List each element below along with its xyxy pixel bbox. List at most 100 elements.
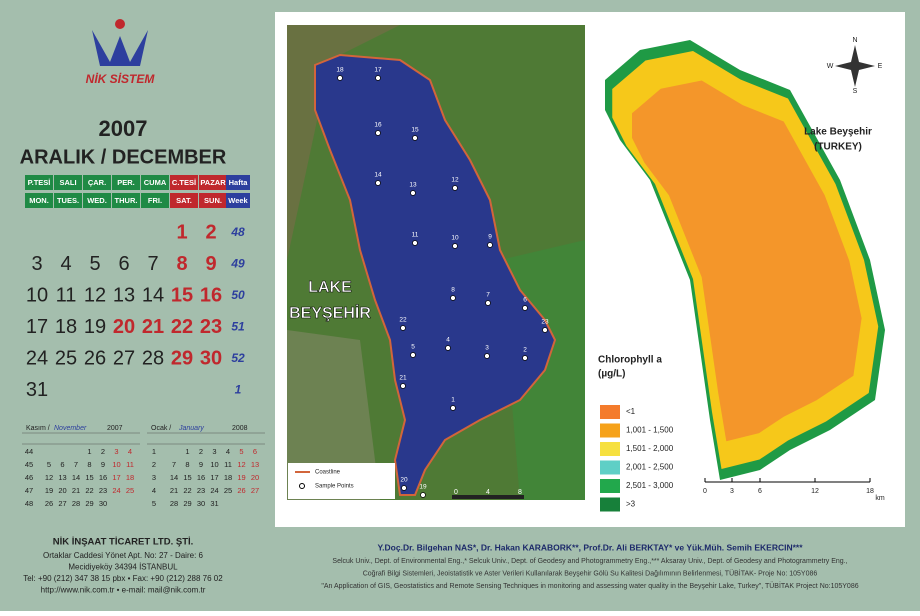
sample-label: 3 (485, 345, 489, 352)
sample-label: 14 (374, 172, 382, 179)
mini-day: 11 (126, 460, 134, 469)
scale-label: 6 (758, 488, 762, 495)
day: 1 (176, 221, 187, 243)
credits-line: Coğrafi Bilgi Sistemleri, Jeoistatistik … (363, 568, 818, 577)
mini-day: 6 (60, 460, 64, 469)
sample-label: 4 (446, 337, 450, 344)
day: 2 (205, 221, 216, 243)
day: 18 (55, 316, 77, 338)
mini-month: January (178, 425, 204, 432)
day: 6 (118, 253, 129, 275)
mini-year: 2008 (232, 425, 248, 432)
mini-day: 16 (99, 473, 107, 482)
mini-week: 47 (25, 486, 33, 495)
sample-label: 23 (541, 319, 549, 326)
mini-day: 21 (72, 486, 80, 495)
sample-label: 16 (374, 122, 382, 129)
day: 29 (171, 347, 193, 369)
day: 31 (26, 379, 48, 401)
mini-day: 1 (87, 447, 91, 456)
credits-line: "An Application of GIS, Geostatistics an… (321, 581, 858, 590)
legend-swatch (600, 423, 620, 438)
logo (92, 19, 148, 66)
day: 21 (142, 316, 164, 338)
mini-day: 6 (253, 447, 257, 456)
sample-point (400, 325, 406, 331)
mini-day: 3 (114, 447, 118, 456)
mini-day: 20 (251, 473, 259, 482)
week-number: 50 (231, 288, 245, 302)
legend-swatch (600, 479, 620, 493)
mini-day: 3 (212, 447, 216, 456)
scale-label: 0 (703, 488, 707, 495)
credits-line: Selcuk Univ., Dept. of Environmental Eng… (332, 558, 847, 565)
sample-point (452, 185, 458, 191)
mini-day: 8 (185, 460, 189, 469)
sample-point (410, 190, 416, 196)
mini-week: 5 (152, 499, 156, 508)
legend-label: 1,001 - 1,500 (626, 426, 674, 435)
weekday-tr: PAZAR (200, 178, 226, 187)
mini-day: 20 (58, 486, 66, 495)
sample-point (487, 242, 493, 248)
sample-point (375, 130, 381, 136)
mini-day: 12 (45, 473, 53, 482)
sample-point (412, 240, 418, 246)
lake-label: BEYŞEHİR (289, 304, 371, 322)
weekday-en: MON. (29, 196, 49, 205)
sample-label: 1 (451, 397, 455, 404)
company-line: Ortaklar Caddesi Yönet Apt. No: 27 - Dai… (43, 551, 203, 560)
sample-point (412, 135, 418, 141)
weekday-en: SAT. (176, 196, 192, 205)
day: 12 (84, 284, 106, 306)
week-box (226, 175, 250, 190)
mini-day: 13 (251, 460, 259, 469)
scale-label: 0 (454, 489, 458, 496)
sample-label: 15 (411, 127, 419, 134)
mini-day: 25 (224, 486, 232, 495)
sample-label: 11 (412, 232, 419, 239)
company-line: http://www.nik.com.tr • e-mail: mail@nik… (41, 586, 206, 595)
weekday-tr: SALI (59, 178, 76, 187)
weekday-box (83, 193, 111, 208)
day: 24 (26, 347, 48, 369)
mini-day: 16 (197, 473, 205, 482)
mini-day: 23 (197, 486, 205, 495)
mini-week: 3 (152, 473, 156, 482)
mini-day: 7 (74, 460, 78, 469)
weekday-box (141, 193, 169, 208)
weekday-box (199, 193, 227, 208)
weekday-box (199, 175, 227, 190)
day: 8 (176, 253, 187, 275)
day: 3 (31, 253, 42, 275)
mini-day: 21 (170, 486, 178, 495)
mini-day: 19 (45, 486, 53, 495)
sample-point (410, 352, 416, 358)
mini-day: 29 (85, 499, 93, 508)
weekday-box (112, 193, 140, 208)
lake-label: LAKE (308, 279, 352, 296)
compass-label: N (852, 37, 857, 44)
mini-day: 19 (237, 473, 245, 482)
sample-point (337, 75, 343, 81)
mini-week: 45 (25, 460, 33, 469)
mini-month: Kasım / (26, 425, 50, 432)
day: 16 (200, 284, 222, 306)
day: 22 (171, 316, 193, 338)
scale-unit: km (875, 495, 885, 502)
legend-title: (µg/L) (598, 369, 625, 380)
weekday-tr: CUMA (144, 178, 167, 187)
mini-day: 10 (210, 460, 218, 469)
mini-week: 4 (152, 486, 156, 495)
sample-label: 2 (523, 347, 527, 354)
mini-day: 31 (210, 499, 218, 508)
mini-day: 14 (170, 473, 178, 482)
mini-day: 8 (87, 460, 91, 469)
mini-day: 2 (199, 447, 203, 456)
scale-label: 3 (730, 488, 734, 495)
compass-label: S (853, 88, 858, 95)
day: 5 (89, 253, 100, 275)
day: 15 (171, 284, 193, 306)
